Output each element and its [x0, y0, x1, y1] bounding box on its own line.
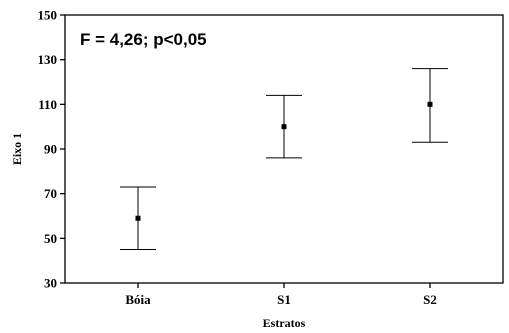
data-marks — [120, 68, 448, 250]
chart-annotation: F = 4,26; p<0,05 — [80, 30, 207, 49]
y-tick-label: 130 — [38, 52, 58, 67]
y-tick-label: 90 — [44, 142, 57, 157]
x-axis: Bóia S1 S2 — [125, 283, 437, 307]
y-tick-label: 150 — [38, 8, 58, 23]
y-tick-label: 50 — [44, 231, 57, 246]
x-tick-label: S1 — [277, 292, 291, 307]
y-axis: 30 50 70 90 110 130 150 — [38, 8, 65, 291]
x-tick-label: Bóia — [125, 292, 151, 307]
y-axis-title: Eixo 1 — [10, 133, 24, 165]
y-tick-label: 110 — [38, 97, 57, 112]
x-axis-title: Estratos — [263, 316, 306, 330]
x-tick-label: S2 — [423, 292, 437, 307]
mean-point — [427, 101, 433, 107]
mean-point — [281, 124, 287, 130]
y-tick-label: 30 — [44, 276, 57, 291]
y-tick-label: 70 — [44, 186, 57, 201]
mean-point — [135, 215, 141, 221]
